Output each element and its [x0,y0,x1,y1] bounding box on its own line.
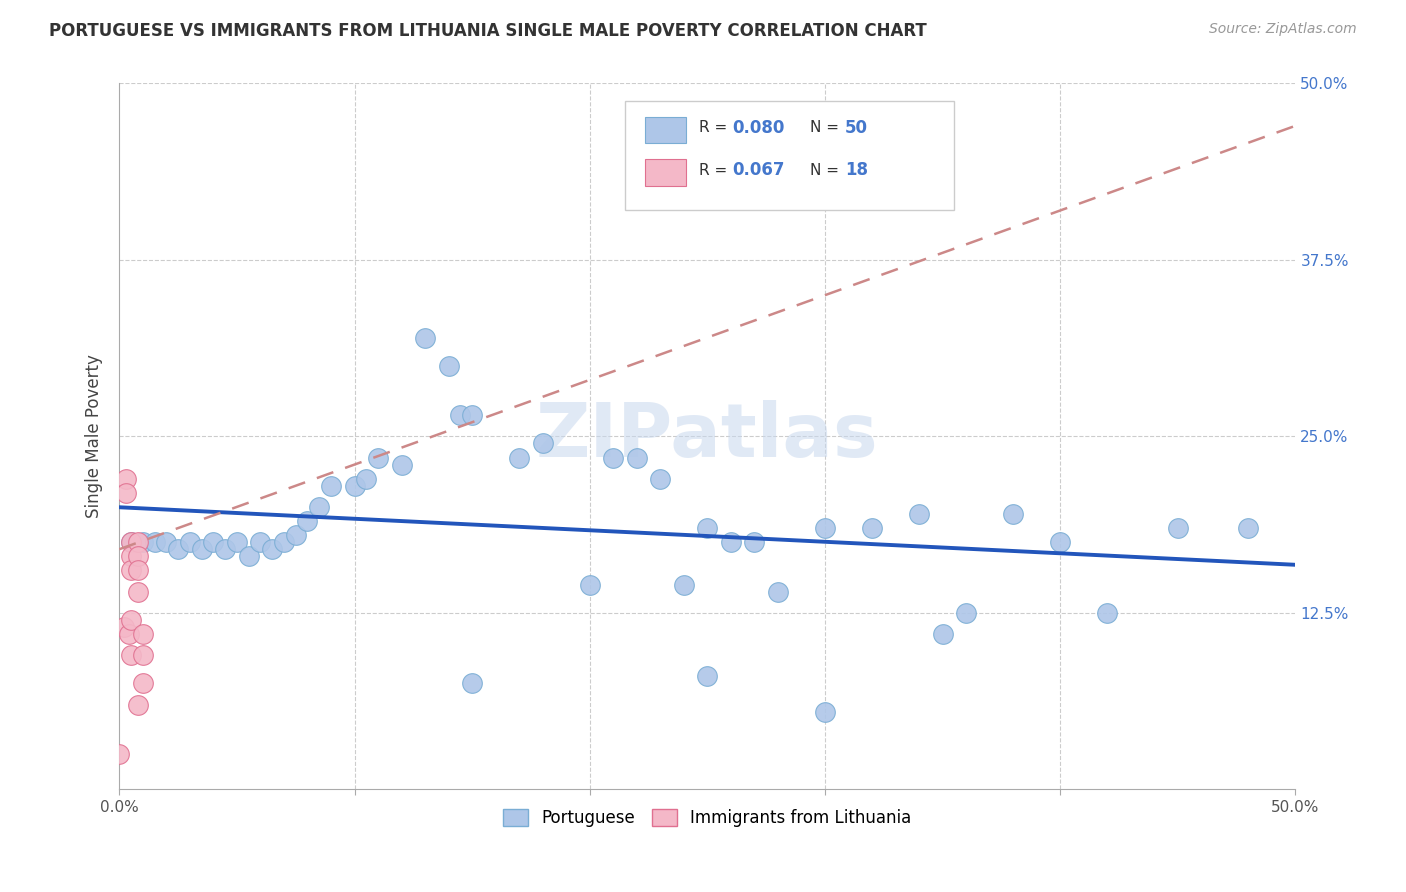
Text: R =: R = [699,120,733,136]
Point [908,507,931,521]
FancyBboxPatch shape [626,101,955,211]
Point [766,584,789,599]
Text: N =: N = [810,162,844,178]
Point [1002,507,1025,521]
FancyBboxPatch shape [645,159,686,186]
Point [127,563,149,577]
Point [225,535,247,549]
Point [437,359,460,373]
Point [508,450,530,465]
Point [127,535,149,549]
Point [356,472,378,486]
Point [696,669,718,683]
Point [214,542,236,557]
Point [1049,535,1071,549]
Point [308,500,330,514]
Point [115,472,138,486]
Point [578,577,600,591]
Point [297,514,319,528]
Text: 50: 50 [845,119,868,136]
Point [120,563,142,577]
Point [120,613,142,627]
Point [931,627,953,641]
Point [202,535,225,549]
Point [155,535,177,549]
Point [273,535,295,549]
Point [120,549,142,564]
Point [120,648,142,662]
Point [249,535,271,549]
Point [127,584,149,599]
Point [626,450,648,465]
Point [262,542,284,557]
Point [118,627,141,641]
Text: Source: ZipAtlas.com: Source: ZipAtlas.com [1209,22,1357,37]
Point [190,542,212,557]
Text: R =: R = [699,162,733,178]
Point [120,535,142,549]
Point [167,542,190,557]
Point [115,485,138,500]
Point [127,698,149,712]
Point [1097,606,1119,620]
Point [179,535,201,549]
Y-axis label: Single Male Poverty: Single Male Poverty [86,354,103,518]
Point [284,528,307,542]
Point [744,535,766,549]
Point [814,521,837,535]
Point [461,408,484,422]
Point [1167,521,1189,535]
Point [112,620,135,634]
Point [120,535,142,549]
Point [143,535,166,549]
Point [127,549,149,564]
Point [132,648,155,662]
Point [319,479,342,493]
Point [132,676,155,690]
Point [108,747,131,761]
Point [531,436,554,450]
Point [955,606,977,620]
Point [814,705,837,719]
Point [413,330,436,344]
Point [720,535,742,549]
Text: PORTUGUESE VS IMMIGRANTS FROM LITHUANIA SINGLE MALE POVERTY CORRELATION CHART: PORTUGUESE VS IMMIGRANTS FROM LITHUANIA … [49,22,927,40]
Point [367,450,389,465]
Text: 0.080: 0.080 [733,119,785,136]
Point [461,676,484,690]
Text: 18: 18 [845,161,868,179]
Legend: Portuguese, Immigrants from Lithuania: Portuguese, Immigrants from Lithuania [496,802,918,834]
FancyBboxPatch shape [645,117,686,144]
Point [132,535,155,549]
Point [650,472,672,486]
Point [602,450,624,465]
Text: N =: N = [810,120,844,136]
Point [860,521,883,535]
Point [1237,521,1260,535]
Point [238,549,260,564]
Point [132,627,155,641]
Point [343,479,366,493]
Point [391,458,413,472]
Point [449,408,471,422]
Point [696,521,718,535]
Text: 0.067: 0.067 [733,161,785,179]
Text: ZIPatlas: ZIPatlas [536,400,879,473]
Point [672,577,695,591]
